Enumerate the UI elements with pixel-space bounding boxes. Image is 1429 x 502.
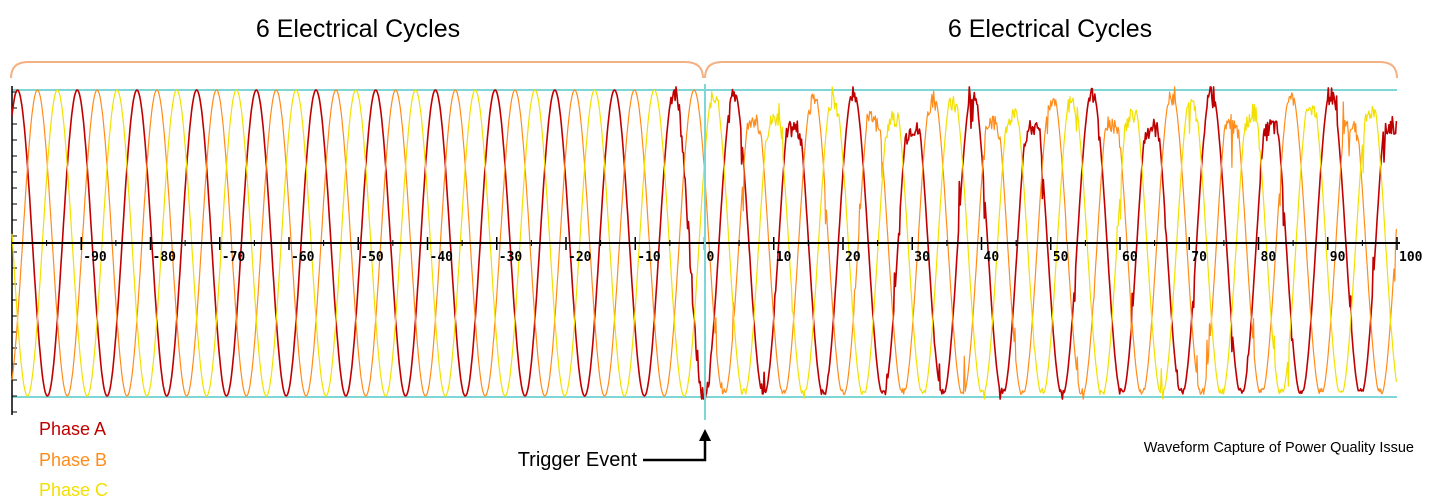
chart-caption: Waveform Capture of Power Quality Issue (1144, 440, 1414, 456)
right-bracket-label: 6 Electrical Cycles (948, 15, 1152, 43)
trigger-arrowhead (699, 429, 711, 441)
x-tick-label: 50 (1053, 250, 1069, 265)
legend-phase-b: Phase B (39, 450, 107, 470)
trigger-event-label: Trigger Event (518, 449, 638, 471)
x-tick-label: 80 (1261, 250, 1277, 265)
legend-phase-a: Phase A (39, 419, 106, 439)
y-axis-ticks (12, 91, 17, 413)
x-tick-label: -80 (153, 250, 177, 265)
x-tick-label: -20 (568, 250, 592, 265)
x-tick-label: -90 (83, 250, 107, 265)
x-tick-label: 70 (1191, 250, 1207, 265)
left-bracket-label: 6 Electrical Cycles (256, 15, 460, 43)
right-bracket (704, 61, 1398, 79)
x-tick-label: -60 (291, 250, 315, 265)
x-tick-label: -50 (360, 250, 384, 265)
x-tick-label: -40 (430, 250, 454, 265)
legend-phase-c: Phase C (39, 480, 108, 500)
trigger-arrow (643, 438, 707, 462)
x-tick-label: 90 (1330, 250, 1346, 265)
legend: Phase A Phase B Phase C (39, 419, 108, 500)
x-tick-label: 0 (707, 250, 715, 265)
left-bracket (10, 61, 704, 79)
x-tick-label: -70 (222, 250, 246, 265)
x-tick-label: 10 (776, 250, 792, 265)
x-tick-label: -30 (499, 250, 523, 265)
x-tick-label: 100 (1399, 250, 1423, 265)
x-tick-label: 30 (914, 250, 930, 265)
x-tick-label: -10 (637, 250, 661, 265)
x-tick-label: 40 (984, 250, 1000, 265)
x-tick-label: 20 (845, 250, 861, 265)
x-tick-label: 60 (1122, 250, 1138, 265)
x-axis-ticks: -90 -80 -70 -60 -50 -40 -30 -20 -10 0 10 20 30 40 50 60… (46, 237, 1423, 265)
